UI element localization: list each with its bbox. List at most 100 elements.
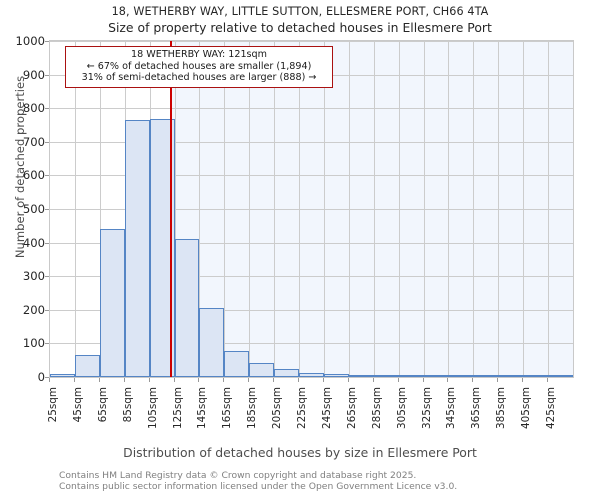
grid-line-horizontal [50, 108, 573, 110]
y-tick-mark [45, 209, 49, 210]
x-tick-label: 105sqm [146, 387, 159, 429]
chart-plot-area [49, 40, 574, 378]
x-tick-mark [422, 378, 424, 382]
x-tick-mark [173, 378, 175, 382]
property-annotation-box: 18 WETHERBY WAY: 121sqm ← 67% of detache… [65, 46, 333, 88]
x-tick-label: 425sqm [545, 387, 558, 429]
y-tick-label: 100 [22, 336, 45, 351]
x-tick-label: 225sqm [296, 387, 309, 429]
attribution-footer: Contains HM Land Registry data © Crown c… [59, 470, 579, 493]
x-tick-mark [397, 378, 399, 382]
histogram-bar [50, 374, 75, 377]
x-tick-label: 85sqm [121, 387, 134, 423]
y-tick-label: 1000 [15, 34, 45, 48]
histogram-bar [448, 375, 474, 377]
annotation-larger-text: 31% of semi-detached houses are larger (… [81, 72, 317, 84]
histogram-bar [199, 308, 225, 377]
histogram-bar [473, 375, 499, 377]
annotation-smaller-text: ← 67% of detached houses are smaller (1,… [86, 60, 312, 72]
histogram-bar [523, 375, 549, 377]
x-tick-mark [98, 378, 100, 382]
x-tick-mark [198, 378, 200, 382]
histogram-bar [274, 368, 300, 377]
histogram-bar [398, 375, 424, 377]
x-tick-mark [497, 378, 499, 382]
grid-line-horizontal [50, 242, 573, 244]
x-tick-label: 205sqm [271, 387, 284, 429]
histogram-bar [348, 375, 374, 377]
y-axis-ticks: 0 100 200 300 400 500 600 700 800 900 1000 [0, 34, 49, 384]
x-tick-mark [273, 378, 275, 382]
x-tick-mark [472, 378, 474, 382]
x-tick-label: 265sqm [345, 387, 358, 429]
y-tick-label: 500 [22, 202, 45, 216]
y-tick-mark [45, 108, 49, 110]
x-tick-label: 185sqm [246, 387, 259, 429]
x-tick-label: 385sqm [495, 387, 508, 429]
histogram-bar [498, 375, 524, 377]
x-tick-mark [148, 378, 150, 382]
x-tick-mark [322, 378, 324, 382]
grid-line-horizontal [50, 141, 573, 143]
y-tick-mark [45, 343, 49, 345]
x-tick-label: 325sqm [420, 387, 433, 429]
y-tick-mark [45, 242, 49, 244]
x-tick-label: 405sqm [520, 387, 533, 429]
histogram-bar [99, 229, 125, 377]
x-tick-label: 45sqm [71, 387, 84, 423]
y-tick-label: 900 [22, 67, 45, 82]
histogram-bar [548, 375, 573, 377]
y-tick-mark [45, 377, 49, 378]
y-tick-mark [45, 41, 49, 42]
y-tick-label: 800 [22, 101, 45, 116]
x-tick-mark [372, 378, 374, 382]
histogram-bar [373, 375, 399, 377]
x-tick-label: 145sqm [196, 387, 209, 429]
y-tick-label: 300 [22, 269, 45, 284]
x-tick-label: 365sqm [470, 387, 483, 429]
y-tick-mark [45, 175, 49, 177]
y-axis-label: Number of detached properties [13, 75, 27, 259]
chart-title-block: 18, WETHERBY WAY, LITTLE SUTTON, ELLESME… [0, 4, 600, 36]
histogram-bar [249, 362, 275, 377]
property-size-marker-line [169, 41, 172, 377]
grid-line-horizontal [50, 209, 573, 210]
y-tick-mark [45, 309, 49, 311]
x-tick-label: 25sqm [47, 387, 59, 423]
x-tick-mark [522, 378, 524, 382]
chart-subtitle: Size of property relative to detached ho… [108, 20, 492, 35]
x-tick-mark [49, 378, 50, 382]
x-tick-label: 165sqm [221, 387, 234, 429]
y-tick-mark [45, 141, 49, 143]
y-tick-mark [45, 74, 49, 76]
x-tick-mark [223, 378, 225, 382]
x-tick-label: 345sqm [445, 387, 458, 429]
grid-line-horizontal [50, 309, 573, 311]
x-tick-label: 285sqm [370, 387, 383, 429]
x-tick-mark [547, 378, 549, 382]
x-axis-label: Distribution of detached houses by size … [123, 445, 477, 460]
x-tick-label: 65sqm [96, 387, 109, 423]
histogram-bar [299, 372, 324, 377]
y-tick-label: 600 [22, 168, 45, 183]
grid-line-horizontal [50, 343, 573, 345]
x-tick-mark [347, 378, 349, 382]
y-tick-mark [45, 276, 49, 278]
footer-line-2: Contains public sector information licen… [59, 481, 458, 493]
page-title: 18, WETHERBY WAY, LITTLE SUTTON, ELLESME… [111, 5, 489, 18]
y-tick-label: 0 [37, 370, 45, 384]
histogram-bar [74, 355, 100, 377]
x-tick-mark [73, 378, 75, 382]
x-tick-mark [298, 378, 300, 382]
x-tick-label: 245sqm [320, 387, 333, 429]
x-axis-ticks: 25sqm 45sqm 65sqm 85sqm 105sqm 125sqm 145sqm 16… [47, 378, 574, 429]
y-tick-label: 700 [22, 134, 45, 149]
histogram-bar [323, 373, 349, 377]
histogram-bar [174, 239, 200, 377]
x-tick-label: 305sqm [395, 387, 408, 429]
y-tick-label: 400 [22, 235, 45, 250]
x-tick-mark [447, 378, 449, 382]
x-tick-label: 125sqm [171, 387, 184, 429]
y-tick-label: 200 [22, 302, 45, 317]
grid-line-horizontal [50, 175, 573, 177]
